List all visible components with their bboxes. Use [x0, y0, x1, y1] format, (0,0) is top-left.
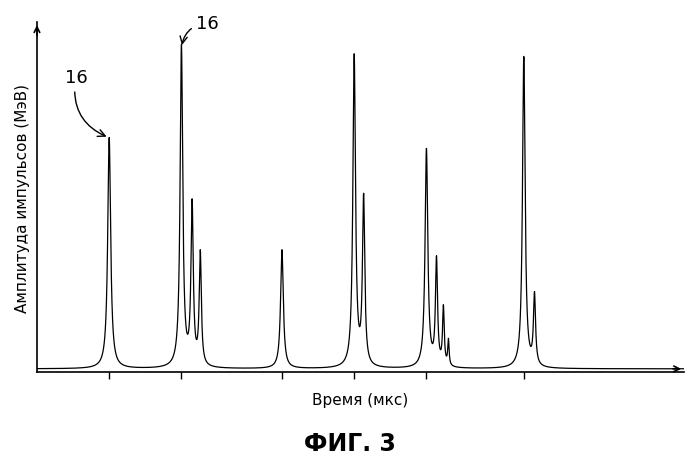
Text: ФИГ. 3: ФИГ. 3: [303, 431, 396, 455]
Y-axis label: Амплитуда импульсов (МэВ): Амплитуда импульсов (МэВ): [15, 84, 30, 312]
Text: 16: 16: [180, 15, 219, 45]
X-axis label: Время (мкс): Время (мкс): [312, 392, 409, 407]
Text: 16: 16: [64, 69, 106, 137]
